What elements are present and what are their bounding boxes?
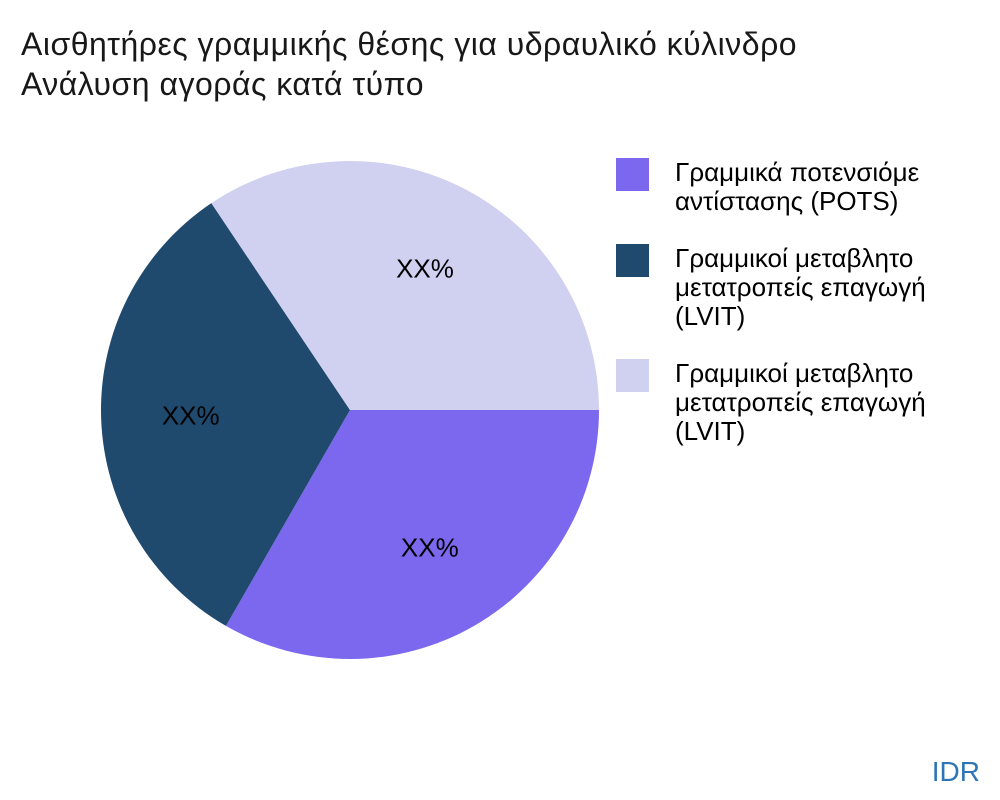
chart-title-line2: Ανάλυση αγοράς κατά τύπο — [21, 66, 424, 102]
pie-slice — [100, 203, 350, 626]
legend-label-line: μετατροπείς επαγωγή — [675, 272, 926, 302]
legend-swatch-lvit-1 — [616, 244, 649, 277]
pie-svg — [100, 161, 599, 659]
chart-title-line1: Αισθητήρες γραμμικής θέσης για υδραυλικό… — [21, 26, 798, 62]
legend-label-lvit-2: Γραμμικοί μεταβλητο μετατροπείς επαγωγή … — [675, 359, 926, 446]
legend-item-lvit-1: Γραμμικοί μεταβλητο μετατροπείς επαγωγή … — [616, 244, 926, 331]
legend-swatch-pots — [616, 158, 649, 191]
pie-slice — [225, 410, 599, 659]
source-watermark: IDR — [931, 756, 980, 787]
pie-chart: XX% XX% XX% — [100, 160, 600, 660]
legend-swatch-lvit-2 — [616, 359, 649, 392]
legend-item-pots: Γραμμικά ποτενσιόμε αντίστασης (POTS) — [616, 158, 926, 216]
pie-slice — [211, 161, 599, 410]
legend: Γραμμικά ποτενσιόμε αντίστασης (POTS) Γρ… — [616, 158, 926, 446]
legend-item-lvit-2: Γραμμικοί μεταβλητο μετατροπείς επαγωγή … — [616, 359, 926, 446]
legend-label-line: αντίστασης (POTS) — [675, 186, 899, 216]
legend-label-line: μετατροπείς επαγωγή — [675, 387, 926, 417]
legend-label-pots: Γραμμικά ποτενσιόμε αντίστασης (POTS) — [675, 158, 919, 216]
legend-label-lvit-1: Γραμμικοί μεταβλητο μετατροπείς επαγωγή … — [675, 244, 926, 331]
slice-value-label: XX% — [400, 532, 459, 563]
slice-value-label: XX% — [396, 253, 454, 284]
chart-title: Αισθητήρες γραμμικής θέσης για υδραυλικό… — [21, 24, 797, 104]
legend-label-line: Γραμμικά ποτενσιόμε — [675, 157, 920, 187]
slice-value-label: XX% — [161, 400, 220, 430]
legend-label-line: Γραμμικοί μεταβλητο — [675, 243, 914, 273]
legend-label-line: Γραμμικοί μεταβλητο — [675, 358, 914, 388]
legend-label-line: (LVIT) — [675, 301, 746, 331]
legend-label-line: (LVIT) — [675, 416, 746, 446]
